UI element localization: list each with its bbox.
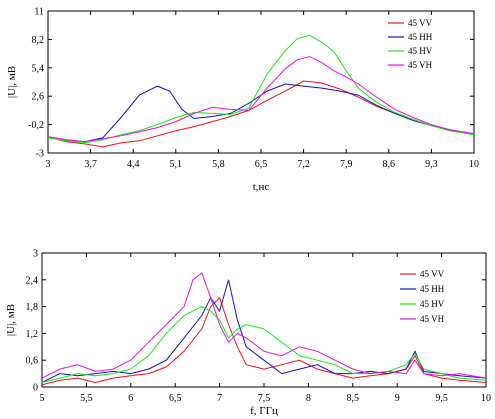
y-tick-label: 11 [34,7,44,18]
series-line-45-vv [41,296,487,386]
x-tick-label: 10 [481,393,491,404]
y-ticks: 0 0,6 1,2 1,8 2,4 3 [26,249,486,394]
x-tick-label: 6,5 [255,159,268,170]
x-tick-label: 7,9 [340,159,353,170]
x-tick-label: 7,2 [297,159,310,170]
x-ticks: 5 5,5 6 6,5 7 7,5 8 8,5 9 9,5 10 [40,253,491,404]
series-line-45-hh [47,83,475,143]
y-tick-label: -3 [36,149,44,160]
x-tick-label: 5,5 [80,393,93,404]
legend-label: 45 HH [420,284,445,294]
y-tick-label: -0,2 [28,120,44,131]
x-tick-label: 4,4 [127,159,140,170]
x-tick-label: 5,8 [212,159,225,170]
x-tick-label: 3 [46,159,51,170]
x-tick-label: 5 [40,393,45,404]
x-axis-label: t,нс [253,181,270,193]
y-tick-label: 2,4 [26,275,39,286]
x-tick-label: 8,6 [383,159,396,170]
x-ticks: 3 3,7 4,4 5,1 5,8 6,5 7,2 7,9 8,6 9,3 10 [46,11,479,170]
legend-label: 45 HV [420,299,445,309]
x-axis-label: f, ГГц [250,405,278,417]
series-line-45-hh [41,279,487,383]
y-ticks: -3 -0,2 2,6 5,4 8,2 11 [28,7,474,160]
series-line-45-vh [41,272,487,379]
series-line-45-vh [47,56,475,143]
y-tick-label: 0 [33,383,38,394]
x-tick-label: 6 [128,393,133,404]
y-tick-label: 0,6 [26,356,39,367]
y-tick-label: 3 [33,249,38,260]
x-tick-label: 6,5 [169,393,182,404]
y-tick-label: 2,6 [32,92,45,103]
y-tick-label: 1,2 [26,329,39,340]
frequency-domain-chart: 5 5,5 6 6,5 7 7,5 8 8,5 9 9,5 10 0 0,6 1,2 1,8 2,4 3 45… [5,249,491,418]
series-line-45-hv [41,306,487,383]
legend-label: 45 VH [408,60,433,70]
y-tick-label: 8,2 [32,35,45,46]
series-layer [47,34,475,148]
x-tick-label: 5,1 [170,159,183,170]
x-tick-label: 3,7 [84,159,97,170]
x-tick-label: 7 [217,393,222,404]
series-line-45-hv [47,34,475,144]
x-tick-label: 9,3 [425,159,438,170]
legend-label: 45 HH [408,32,433,42]
series-layer [41,272,487,386]
legend-label: 45 VV [408,18,433,28]
x-tick-label: 9,5 [435,393,448,404]
legend-label: 45 HV [408,46,433,56]
legend-label: 45 VH [420,314,445,324]
time-domain-chart: 3 3,7 4,4 5,1 5,8 6,5 7,2 7,9 8,6 9,3 10 -3 -0,2 2,6… [6,7,479,194]
x-tick-label: 9 [395,393,400,404]
legend: 45 VV 45 HH 45 HV 45 VH [400,269,445,324]
legend-label: 45 VV [420,269,445,279]
y-tick-label: 5,4 [32,63,45,74]
y-axis-label: |U|, мВ [6,66,18,98]
x-tick-label: 7,5 [258,393,271,404]
x-tick-label: 10 [469,159,479,170]
y-tick-label: 1,8 [26,302,39,313]
x-tick-label: 8,5 [347,393,360,404]
legend: 45 VV 45 HH 45 HV 45 VH [388,18,433,70]
y-axis-label: |U|, мВ [5,304,17,336]
x-tick-label: 8 [306,393,311,404]
